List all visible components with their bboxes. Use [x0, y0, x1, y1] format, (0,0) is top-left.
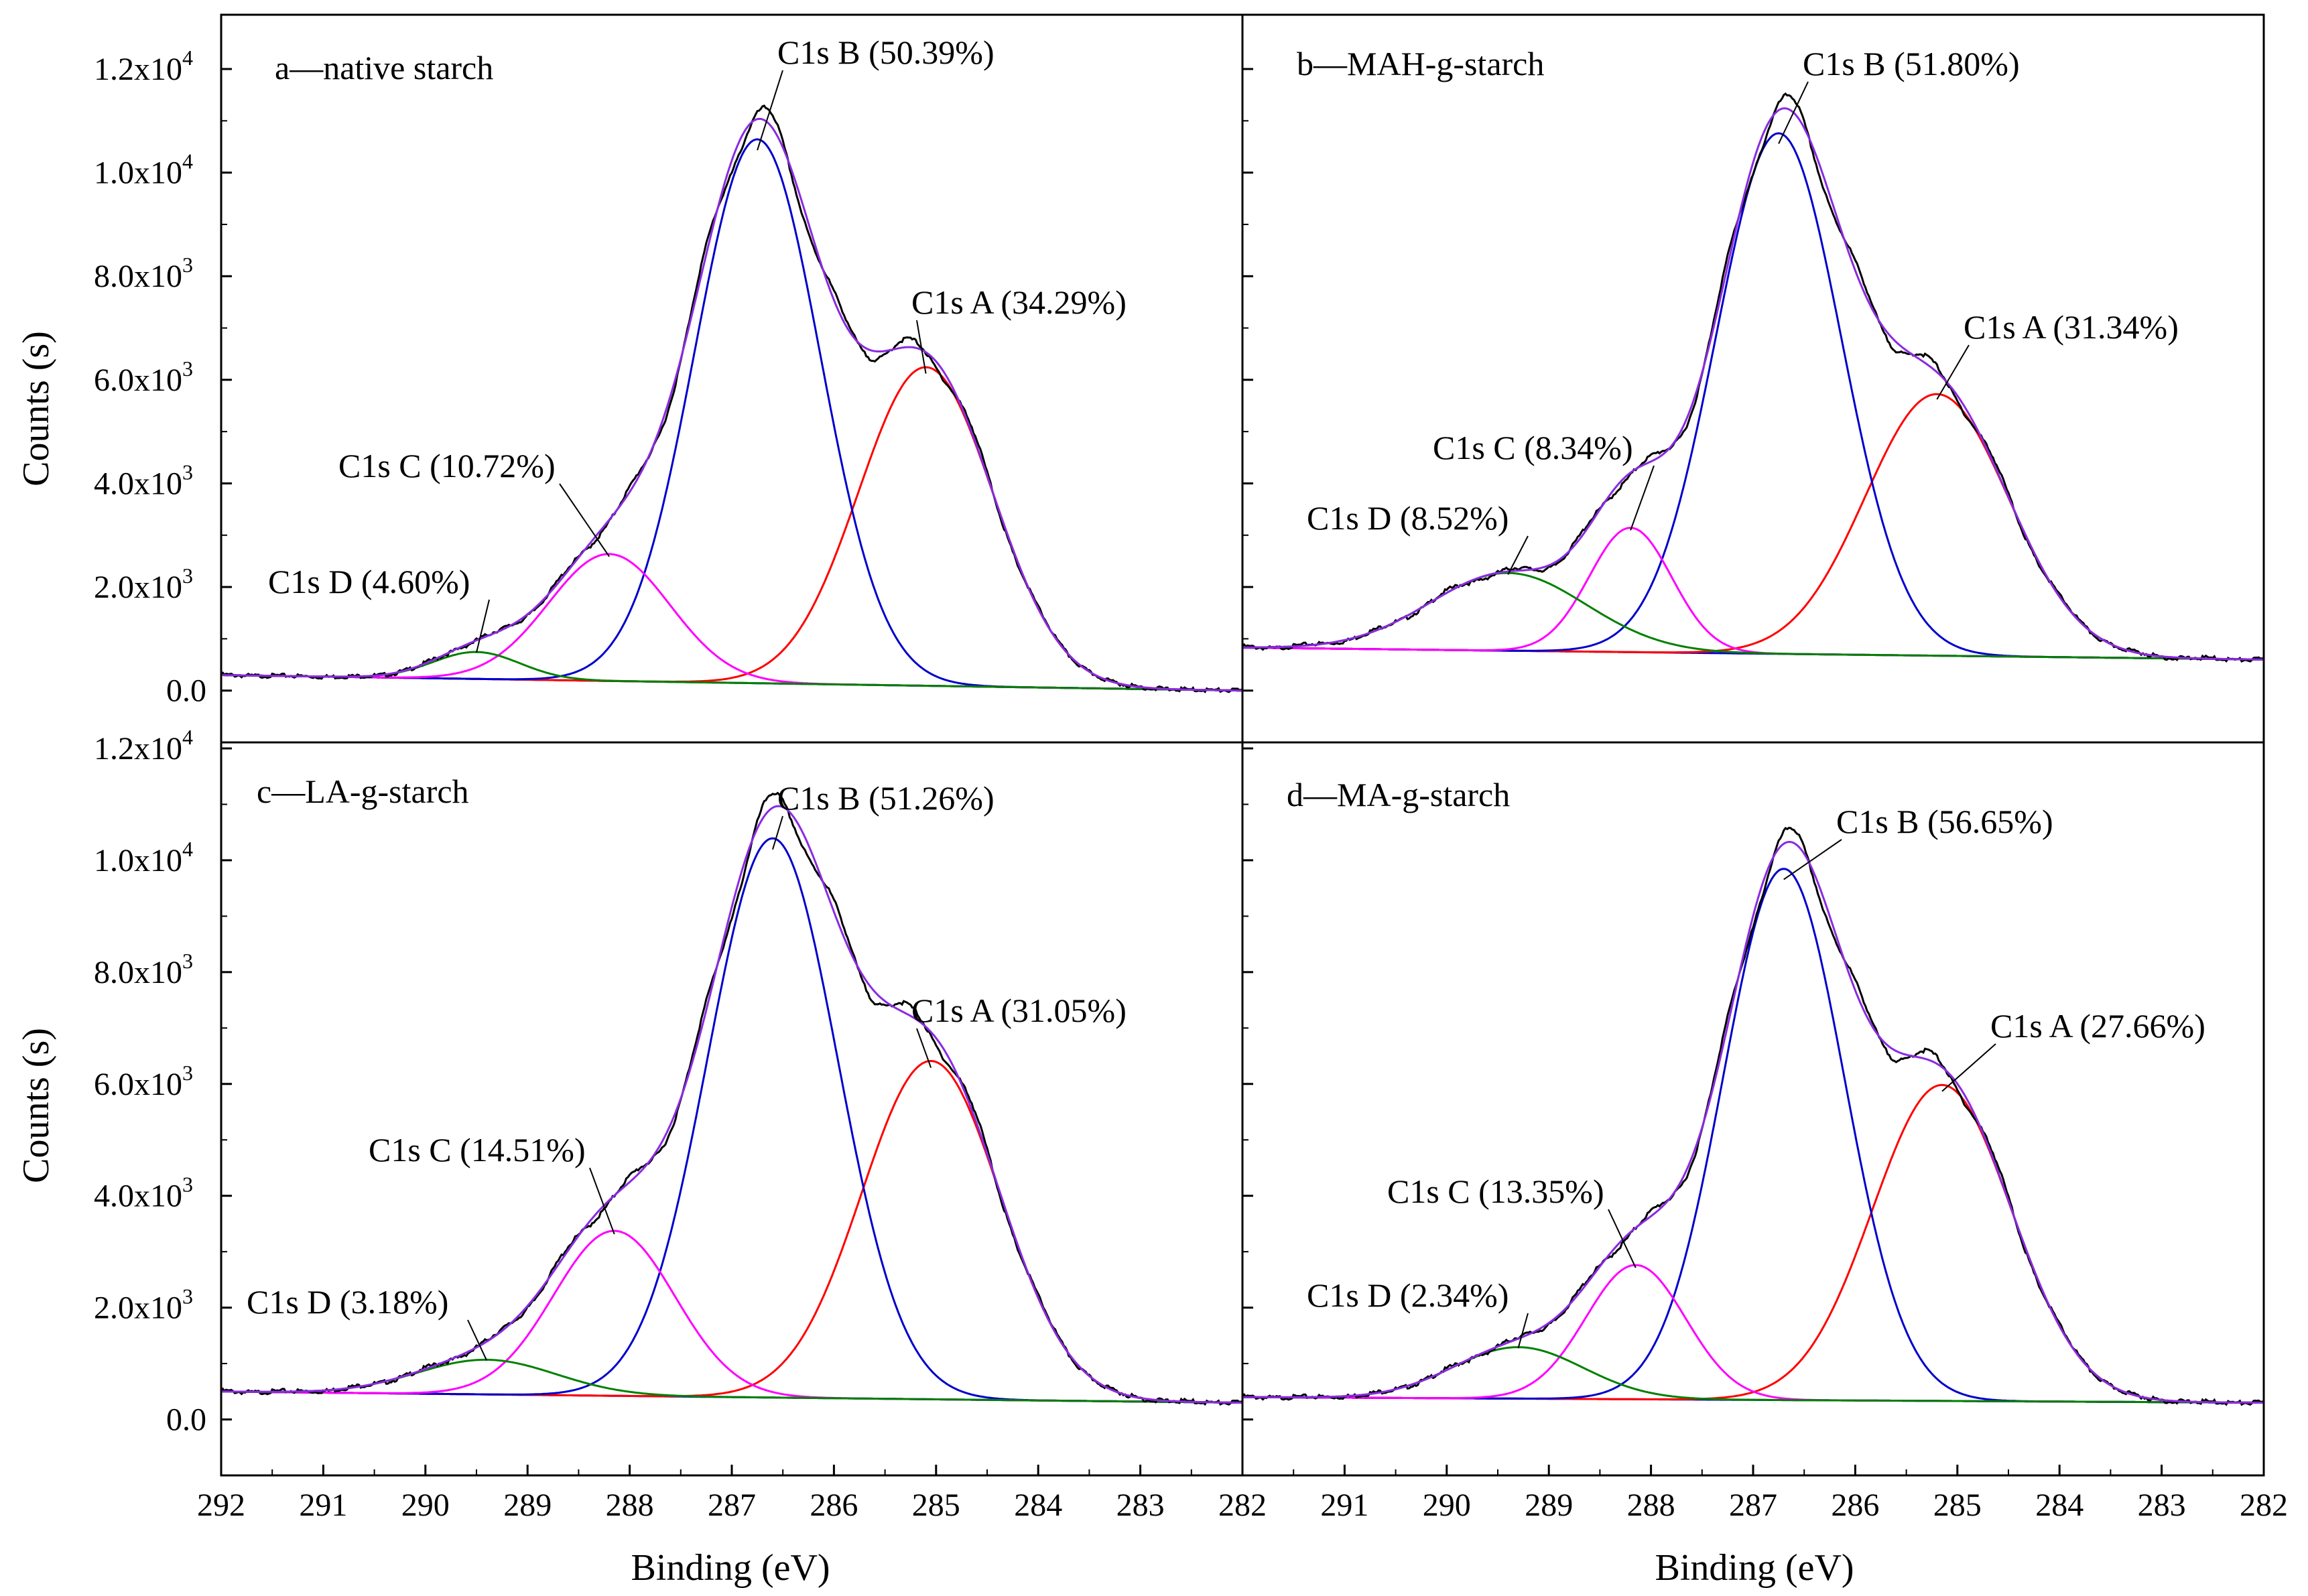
- measured-spectrum-line: [220, 791, 1243, 1406]
- measured-spectrum-line: [1241, 827, 2264, 1406]
- peak-c1s-b-line: [1242, 868, 2264, 1404]
- y-tick-label: 4.0x103: [94, 1173, 193, 1214]
- y-tick-label: 1.0x104: [94, 837, 193, 878]
- y-tick-label: 8.0x103: [94, 253, 193, 294]
- measured-spectrum-line: [1241, 92, 2264, 663]
- annotation-leader-line: [1941, 1043, 1996, 1092]
- x-tick-label: 288: [606, 1487, 654, 1523]
- x-tick-label: 284: [2035, 1487, 2083, 1523]
- annotation-c1s-c: C1s C (8.34%): [1433, 429, 1633, 466]
- x-tick-label: 282: [1218, 1487, 1267, 1523]
- annotation-leader-line: [589, 1167, 615, 1235]
- y-tick-label: 0.0: [166, 1402, 206, 1438]
- panel-d-ma-g-starch: d—MA-g-starch C1s A (27.66%) C1s B (56.65%…: [1241, 747, 2265, 1476]
- annotation-leader-line: [916, 320, 927, 374]
- annotation-leader-line: [1630, 465, 1655, 531]
- annotation-leader-line: [1936, 344, 1970, 400]
- y-tick-label: 8.0x103: [94, 949, 193, 990]
- peak-c1s-b-line: [1242, 132, 2264, 661]
- y-tick-label: 0.0: [166, 673, 206, 709]
- envelope-fit-line: [221, 117, 1243, 692]
- annotation-leader-line: [1783, 839, 1842, 880]
- y-tick-label: 2.0x103: [94, 563, 193, 605]
- x-tick-label: 287: [708, 1487, 756, 1523]
- annotation-c1s-b: C1s B (51.26%): [777, 779, 995, 817]
- annotation-leader-line: [772, 815, 783, 850]
- annotation-c1s-c: C1s C (10.72%): [338, 447, 556, 484]
- annotation-c1s-c: C1s C (14.51%): [369, 1131, 586, 1169]
- x-tick-label: 282: [2240, 1487, 2288, 1523]
- panel-title: d—MA-g-starch: [1287, 776, 1510, 813]
- annotation-leader-line: [1507, 535, 1529, 575]
- peak-c1s-d-line: [1242, 1346, 2264, 1404]
- annotation-c1s-a: C1s A (31.34%): [1964, 308, 2179, 346]
- panel-title: b—MAH-g-starch: [1297, 45, 1544, 82]
- x-tick-label: 283: [1116, 1487, 1165, 1523]
- x-axis-label-right: Binding (eV): [1655, 1547, 1854, 1589]
- envelope-fit-line: [1242, 840, 2264, 1404]
- annotation-c1s-b: C1s B (50.39%): [777, 34, 995, 71]
- annotation-leader-line: [1778, 81, 1809, 144]
- annotation-leader-line: [476, 599, 490, 653]
- x-tick-label: 286: [810, 1487, 858, 1523]
- panel-b-mah-g-starch: b—MAH-g-starch C1s A (31.34%) C1s B (51.80…: [1241, 45, 2264, 743]
- annotation-c1s-d: C1s D (2.34%): [1307, 1276, 1509, 1314]
- annotation-c1s-b: C1s B (51.80%): [1803, 45, 2020, 82]
- annotation-leader-line: [1608, 1209, 1637, 1268]
- x-tick-label: 290: [401, 1487, 450, 1523]
- annotation-c1s-c: C1s C (13.35%): [1387, 1173, 1604, 1210]
- peak-c1s-a-line: [221, 366, 1243, 692]
- x-tick-label: 286: [1831, 1487, 1879, 1523]
- annotation-c1s-d: C1s D (8.52%): [1307, 499, 1509, 537]
- x-tick-label: 292: [197, 1487, 245, 1523]
- peak-c1s-c-line: [1242, 527, 2264, 661]
- tick-labels: 0.0 2.0x103 4.0x103 6.0x103 8.0x103 1.0x104 1.…: [94, 46, 2288, 1523]
- peak-c1s-b-line: [221, 138, 1242, 692]
- x-tick-label: 287: [1729, 1487, 1777, 1523]
- annotation-leader-line: [467, 1319, 488, 1361]
- panel-title: c—LA-g-starch: [257, 773, 469, 810]
- y-tick-label: 1.2x104: [94, 46, 193, 87]
- y-tick-label: 6.0x103: [94, 356, 193, 398]
- annotation-c1s-a: C1s A (31.05%): [911, 992, 1127, 1029]
- y-tick-label: 1.2x104: [94, 725, 193, 767]
- x-tick-label: 290: [1423, 1487, 1471, 1523]
- annotation-leader-line: [1517, 1313, 1529, 1349]
- x-axis-label-left: Binding (eV): [631, 1547, 830, 1589]
- annotation-c1s-b: C1s B (56.65%): [1836, 803, 2053, 840]
- panel-a-native-starch: a—native starch C1s A (34.29%) C1s B (50.3…: [220, 34, 1243, 743]
- x-tick-label: 289: [503, 1487, 552, 1523]
- y-tick-label: 4.0x103: [94, 460, 193, 501]
- annotation-c1s-a: C1s A (34.29%): [911, 283, 1127, 321]
- peak-c1s-d-line: [1242, 572, 2264, 661]
- y-axis-label-bottom: Counts (s): [15, 1028, 57, 1183]
- peak-c1s-a-line: [1242, 1083, 2264, 1404]
- panel-c-la-g-starch: c—LA-g-starch C1s A (31.05%) C1s B (51.26%…: [220, 747, 1244, 1476]
- annotation-c1s-a: C1s A (27.66%): [1990, 1007, 2205, 1045]
- envelope-fit-line: [1242, 107, 2264, 661]
- y-tick-label: 6.0x103: [94, 1061, 193, 1102]
- panel-title: a—native starch: [275, 49, 493, 86]
- x-tick-label: 288: [1627, 1487, 1675, 1523]
- annotation-c1s-d: C1s D (3.18%): [247, 1283, 448, 1321]
- x-tick-label: 284: [1014, 1487, 1062, 1523]
- x-tick-label: 291: [1320, 1487, 1368, 1523]
- annotation-leader-line: [559, 483, 610, 557]
- x-tick-label: 291: [299, 1487, 347, 1523]
- y-axis-label-top: Counts (s): [15, 331, 57, 486]
- x-tick-label: 289: [1525, 1487, 1573, 1523]
- y-tick-label: 2.0x103: [94, 1284, 193, 1326]
- annotation-leader-line: [916, 1028, 932, 1068]
- x-tick-label: 285: [912, 1487, 960, 1523]
- annotation-c1s-d: C1s D (4.60%): [268, 563, 470, 600]
- annotation-leader-line: [757, 70, 783, 151]
- x-tick-label: 283: [2138, 1487, 2186, 1523]
- y-tick-label: 1.0x104: [94, 149, 193, 191]
- envelope-fit-line: [221, 805, 1243, 1404]
- measured-spectrum-line: [220, 105, 1243, 693]
- x-tick-label: 285: [1933, 1487, 1982, 1523]
- peak-c1s-a-line: [221, 1059, 1243, 1404]
